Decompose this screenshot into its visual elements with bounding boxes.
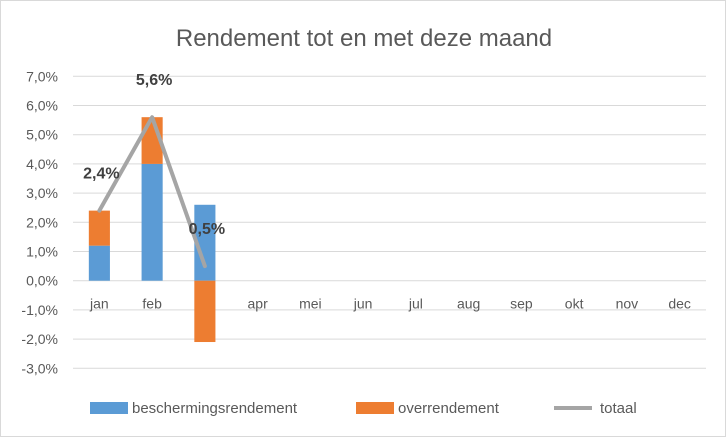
x-tick-label: sep [510,296,533,312]
legend-label-beschermingsrendement: beschermingsrendement [132,400,298,417]
x-tick-label: jul [408,296,423,312]
data-label-totaal: 0,5% [189,221,225,238]
bar-beschermingsrendement-jan [88,245,110,281]
x-tick-label: dec [668,296,691,312]
y-tick-label: 6,0% [26,98,58,114]
legend-label-totaal: totaal [600,400,637,417]
x-tick-label: jun [353,296,373,312]
x-tick-label: feb [142,296,162,312]
legend-marker-beschermingsrendement [90,402,128,414]
x-tick-label: aug [457,296,480,312]
y-tick-label: 7,0% [26,68,58,84]
y-tick-label: 3,0% [26,185,58,201]
legend-label-overrendement: overrendement [398,400,500,417]
data-label-totaal: 2,4% [83,166,119,183]
x-tick-label: apr [248,296,269,312]
y-tick-label: 2,0% [26,214,58,230]
y-tick-label: -2,0% [21,331,58,347]
bar-overrendement-jan [88,210,110,246]
x-tick-label: okt [565,296,584,312]
y-tick-label: 5,0% [26,127,58,143]
legend-marker-overrendement [356,402,394,414]
y-tick-label: 4,0% [26,156,58,172]
bar-overrendement-mrt [194,280,216,343]
y-tick-label: -1,0% [21,302,58,318]
x-tick-label: jan [89,296,109,312]
y-tick-label: -3,0% [21,360,58,376]
bar-beschermingsrendement-feb [141,163,163,281]
y-tick-label: 1,0% [26,244,58,260]
y-tick-label: 0,0% [26,273,58,289]
x-tick-label: mei [299,296,322,312]
data-label-totaal: 5,6% [136,72,172,89]
x-tick-label: nov [616,296,639,312]
line-totaal [97,115,207,269]
chart-title: Rendement tot en met deze maand [176,25,552,52]
bar-beschermingsrendement-mrt [194,204,216,281]
